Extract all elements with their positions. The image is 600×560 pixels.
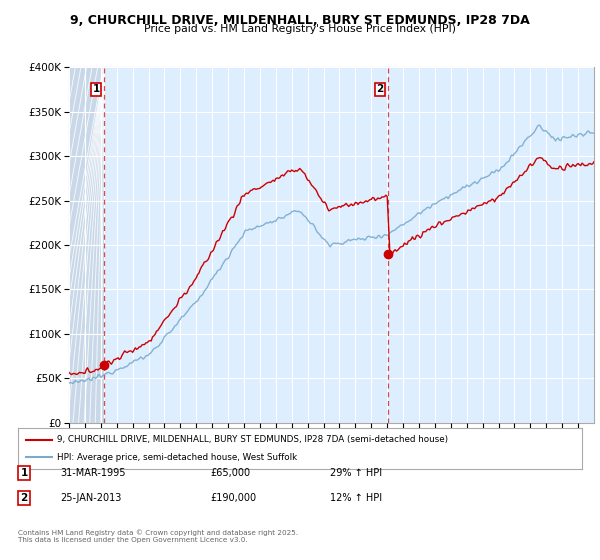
Text: £190,000: £190,000: [210, 493, 256, 503]
Text: 31-MAR-1995: 31-MAR-1995: [60, 468, 125, 478]
Text: 12% ↑ HPI: 12% ↑ HPI: [330, 493, 382, 503]
Text: 2: 2: [20, 493, 28, 503]
Text: 9, CHURCHILL DRIVE, MILDENHALL, BURY ST EDMUNDS, IP28 7DA: 9, CHURCHILL DRIVE, MILDENHALL, BURY ST …: [70, 14, 530, 27]
Text: 25-JAN-2013: 25-JAN-2013: [60, 493, 121, 503]
Text: Contains HM Land Registry data © Crown copyright and database right 2025.
This d: Contains HM Land Registry data © Crown c…: [18, 529, 298, 543]
Text: Price paid vs. HM Land Registry's House Price Index (HPI): Price paid vs. HM Land Registry's House …: [144, 24, 456, 34]
Text: 9, CHURCHILL DRIVE, MILDENHALL, BURY ST EDMUNDS, IP28 7DA (semi-detached house): 9, CHURCHILL DRIVE, MILDENHALL, BURY ST …: [58, 435, 449, 444]
Text: 29% ↑ HPI: 29% ↑ HPI: [330, 468, 382, 478]
Text: 2: 2: [376, 85, 383, 95]
Text: HPI: Average price, semi-detached house, West Suffolk: HPI: Average price, semi-detached house,…: [58, 453, 298, 462]
Text: £65,000: £65,000: [210, 468, 250, 478]
Text: 1: 1: [20, 468, 28, 478]
Text: 1: 1: [92, 85, 100, 95]
